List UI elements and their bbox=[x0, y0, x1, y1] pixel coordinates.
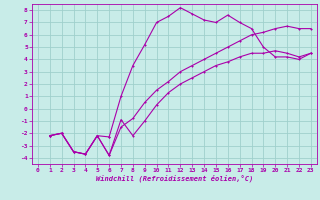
X-axis label: Windchill (Refroidissement éolien,°C): Windchill (Refroidissement éolien,°C) bbox=[96, 175, 253, 182]
